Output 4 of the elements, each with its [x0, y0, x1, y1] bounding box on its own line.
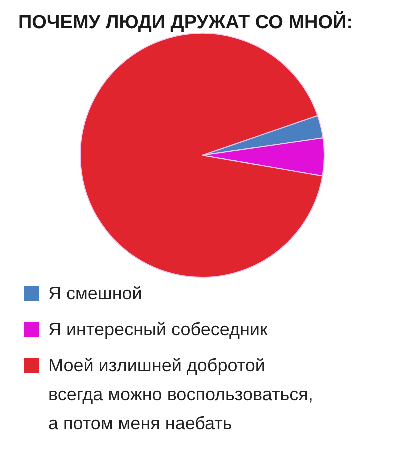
legend-label: Я смешной	[48, 284, 142, 304]
chart-title: ПОЧЕМУ ЛЮДИ ДРУЖАТ СО МНОЙ:	[18, 10, 354, 34]
legend-label: Моей излишней добротой всегда можно воспользоваться, а потом меня наебать	[48, 356, 314, 434]
legend-label: Я интересный собеседник	[48, 320, 268, 340]
